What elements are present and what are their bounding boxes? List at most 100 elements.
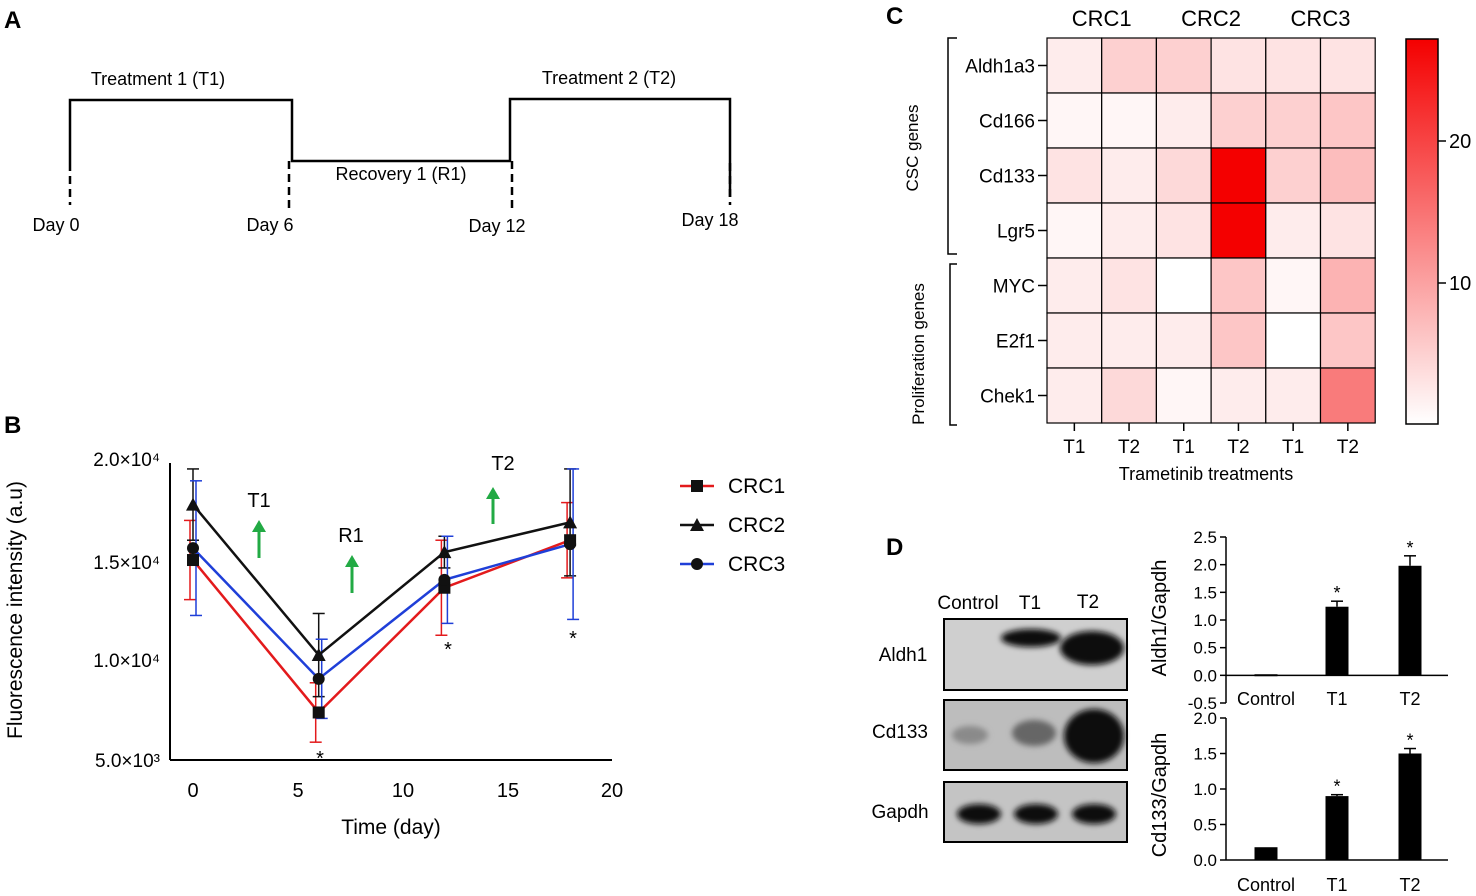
marker-circle [438,573,451,586]
bar [1325,796,1349,860]
heatmap-cell [1046,37,1103,94]
bar-y-tick-label: 0.0 [1193,666,1217,685]
line-ytick-label: 2.0×10⁴ [93,450,160,471]
day0-label: Day 0 [32,215,79,235]
heatmap-cell [1155,202,1212,259]
heatmap-cell [1155,147,1212,204]
bar [1254,847,1278,860]
green-arrow-icon [486,487,500,524]
marker-square [691,480,703,492]
bar-category-label: T1 [1326,875,1347,895]
heatmap-cell [1210,202,1267,259]
marker-triangle [311,648,326,662]
significance-star: * [1333,583,1340,603]
line-xtick-label: 20 [601,780,623,802]
bar2-y-title: Cd133/Gapdh [1149,733,1171,858]
heatmap-cell [1046,257,1103,314]
row-label: Cd133 [979,167,1035,188]
heatmap-cell [1210,37,1267,94]
legend-label: CRC2 [728,514,785,537]
blot-band [1001,629,1061,647]
line-x-ticks: 0 5 10 15 20 [187,780,623,802]
blot-band [952,726,988,744]
segment-t2-label: Treatment 2 (T2) [542,68,676,88]
panel-a-label: A [4,7,21,34]
col-label: T1 [1282,437,1304,458]
bar1-y-title: Aldh1/Gapdh [1149,560,1171,677]
heatmap-cell [1265,92,1322,149]
day6-label: Day 6 [246,215,293,235]
row-group-label: Proliferation genes [909,283,928,425]
line-y-ticks: 2.0×10⁴ 1.5×10⁴ 1.0×10⁴ 5.0×10³ [93,450,160,772]
significance-star: * [569,628,577,650]
blot-lane-label: Control [937,593,998,614]
heatmap-cell [1319,312,1376,369]
heatmap-cell [1319,92,1376,149]
heatmap-cell [1046,92,1103,149]
bar-y-tick-label: 1.5 [1193,745,1217,764]
heatmap-cell [1155,312,1212,369]
marker-square [312,706,325,719]
significance-star: * [1406,731,1413,751]
line-ytick-label: 5.0×10³ [95,751,160,772]
blot-cd133 [943,699,1128,771]
row-label: MYC [993,277,1035,298]
timeline-path [68,97,732,197]
bar-y-tick-label: 2.0 [1193,709,1217,728]
annotation-t1: T1 [247,490,270,512]
heatmap-cell [1046,202,1103,259]
segment-t1-label: Treatment 1 (T1) [91,69,225,89]
proliferation-bracket [949,263,957,426]
blot-band [1072,804,1116,824]
bar-y-tick-label: -0.5 [1188,694,1217,713]
heatmap-cell [1101,147,1157,204]
bar-chart-aldh1: -0.5 0.0 0.5 1.0 1.5 2.0 2.5 Control * T1 * T2 [1188,528,1448,713]
bar-chart-cd133: 0.0 0.5 1.0 1.5 2.0 Control * T1 * T2 [1193,709,1448,895]
colorbar-tick-label: 20 [1449,131,1471,153]
blot-band [1064,709,1124,763]
col-label: T1 [1173,437,1195,458]
bar-category-label: T2 [1399,689,1420,709]
heatmap-cell [1319,37,1376,94]
heatmap-cell [1210,92,1267,149]
marker-square [187,554,199,567]
line-x-axis-title: Time (day) [341,816,441,839]
panel-d: D Control T1 T2 Aldh1 Cd133 Gapdh -0.50.… [871,528,1448,895]
heatmap-cell [1101,257,1157,314]
bar [1254,674,1278,677]
heatmap-cell [1046,312,1103,369]
blot-row-label: Cd133 [872,722,928,743]
heatmap-cell [1101,367,1157,424]
heatmap-x-title: Trametinib treatments [1119,464,1293,484]
blot-band [1060,631,1124,665]
significance-star: * [1333,777,1340,797]
legend-label: CRC3 [728,553,785,576]
group-label: CRC3 [1291,6,1351,31]
heatmap-cell [1101,202,1157,259]
marker-triangle [437,545,452,559]
bar-y-tick-label: 1.5 [1193,583,1217,602]
line-legend: CRC1 CRC2 CRC3 [680,475,785,576]
significance-star: * [316,748,324,770]
blot-row-label: Aldh1 [879,645,928,666]
csc-bracket [947,37,957,255]
panel-a: A Treatment 1 (T1) Recovery 1 (R1) Treat… [4,7,739,236]
heatmap-cell [1319,202,1376,259]
heatmap-cell [1046,367,1103,424]
line-ytick-label: 1.0×10⁴ [93,651,160,672]
heatmap-cell [1155,92,1212,149]
line-plot-area [184,468,580,743]
bar-y-tick-label: 1.0 [1193,780,1217,799]
heatmap-cell [1319,147,1376,204]
heatmap-cell [1101,37,1157,94]
marker-circle [187,542,199,555]
blot-band [1014,804,1058,824]
annotation-t2: T2 [491,453,514,475]
series-line [192,539,571,715]
heatmap-cell [1265,367,1322,424]
line-xtick-label: 0 [187,780,198,802]
bar-y-tick-label: 0.5 [1193,816,1217,835]
colorbar [1405,38,1439,425]
group-label: CRC2 [1181,6,1241,31]
